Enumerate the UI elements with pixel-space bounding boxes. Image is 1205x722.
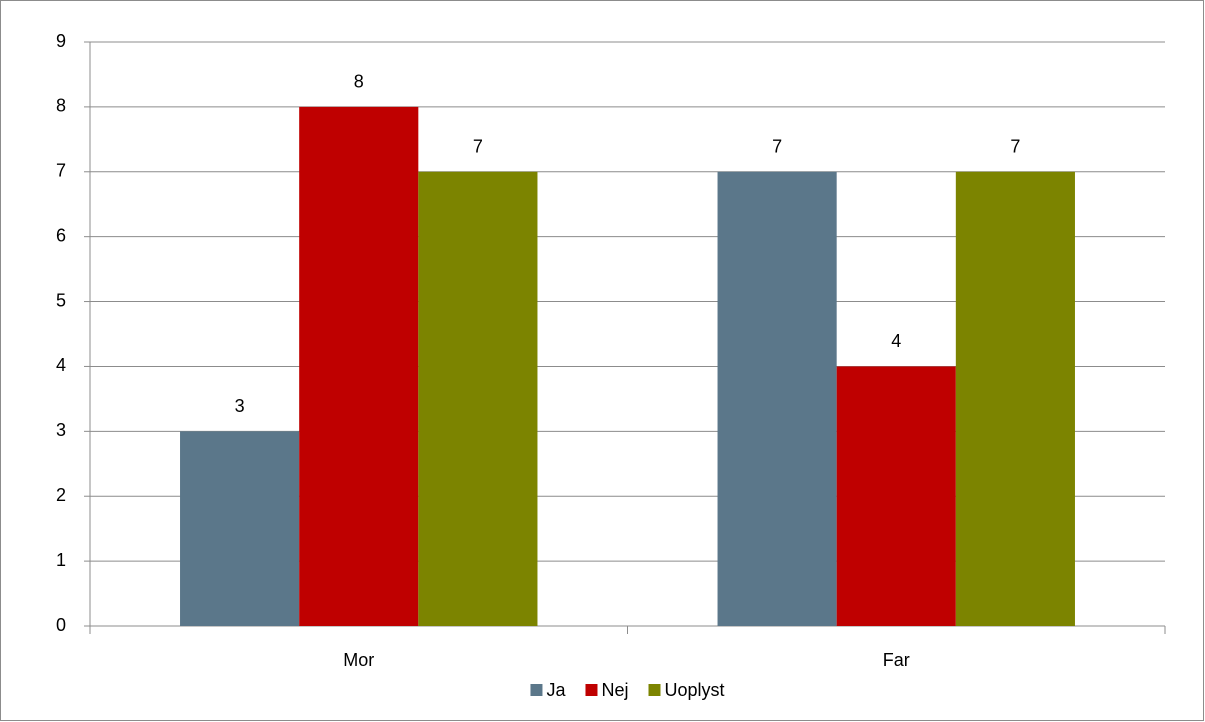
legend-swatch [585, 684, 598, 696]
data-label: 7 [473, 137, 483, 157]
y-tick-label: 4 [56, 355, 66, 375]
y-tick-label: 3 [56, 420, 66, 440]
legend-label: Uoplyst [665, 680, 725, 700]
bar [418, 171, 538, 626]
data-label: 7 [772, 137, 782, 157]
x-tick-label: Far [883, 650, 910, 670]
bar [180, 431, 300, 626]
bar [836, 366, 956, 626]
y-tick-label: 2 [56, 485, 66, 505]
y-tick-label: 0 [56, 615, 66, 635]
y-tick-label: 7 [56, 161, 66, 181]
bar [955, 171, 1075, 626]
legend-label: Nej [601, 680, 628, 700]
y-tick-label: 8 [56, 96, 66, 116]
bar [299, 106, 419, 626]
data-label: 8 [354, 72, 364, 92]
data-label: 7 [1010, 137, 1020, 157]
legend-swatch [648, 684, 661, 696]
data-label: 4 [891, 331, 901, 351]
legend-label: Ja [546, 680, 566, 700]
y-tick-label: 5 [56, 290, 66, 310]
x-tick-label: Mor [343, 650, 374, 670]
bar [717, 171, 837, 626]
data-label: 3 [235, 396, 245, 416]
y-tick-label: 9 [56, 31, 66, 51]
y-tick-label: 6 [56, 225, 66, 245]
y-tick-label: 1 [56, 550, 66, 570]
legend-swatch [530, 684, 543, 696]
